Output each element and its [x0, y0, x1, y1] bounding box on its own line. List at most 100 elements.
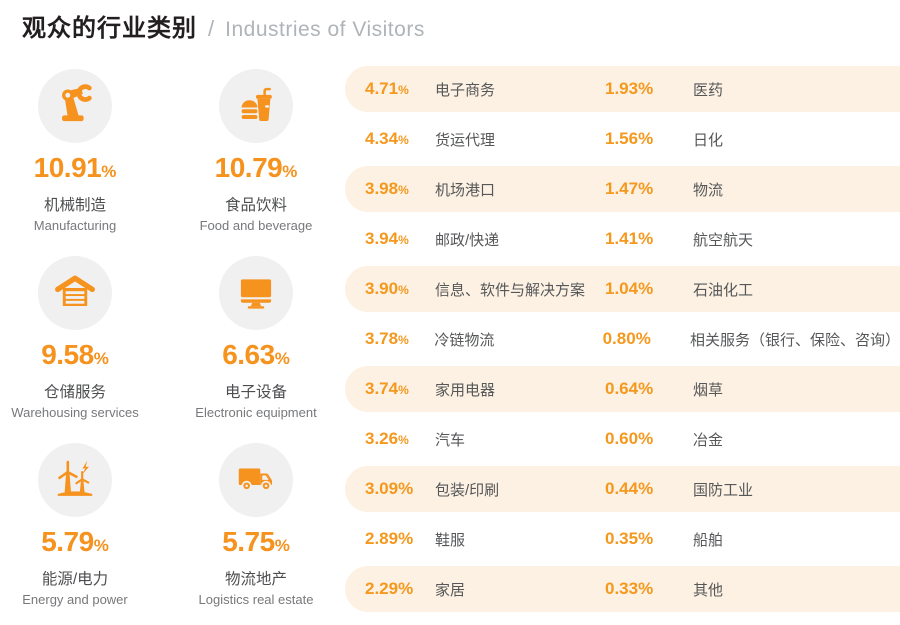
industry-percent: 3.94% [365, 229, 409, 248]
stat-label-zh: 机械制造 [43, 197, 106, 214]
percent-sign: % [274, 349, 290, 368]
title-separator: / [208, 16, 215, 41]
warehouse-icon [38, 256, 112, 330]
percent-sign: % [398, 479, 414, 498]
monitor-icon [219, 256, 293, 330]
industry-percent: 3.78% [365, 329, 409, 348]
table-row: 3.94% 邮政/快递 1.41% 航空航天 [345, 216, 900, 262]
percent-sign: % [398, 333, 409, 347]
industry-percent: 0.33% [605, 579, 654, 598]
percent-sign: % [398, 183, 409, 197]
industry-name: 家居 [435, 581, 466, 599]
industry-name: 包装/印刷 [435, 481, 500, 499]
stat-manufacturing: 10.91% 机械制造 Manufacturing [0, 64, 150, 251]
percent-sign: % [638, 129, 654, 148]
industry-name: 船舶 [693, 531, 724, 549]
industry-percent: 1.93% [605, 79, 654, 98]
percent-sign: % [274, 536, 290, 555]
industry-percent: 0.44% [605, 479, 654, 498]
table-row: 3.09% 包装/印刷 0.44% 国防工业 [345, 466, 900, 512]
industry-name: 相关服务（银行、保险、咨询） [689, 331, 900, 349]
industry-name: 冶金 [693, 431, 724, 449]
stat-label-zh: 电子设备 [224, 384, 287, 401]
industry-name: 邮政/快递 [435, 231, 500, 249]
industry-percent: 2.89% [365, 529, 414, 548]
industry-name: 其他 [693, 581, 724, 599]
industry-name: 货运代理 [435, 131, 496, 149]
industry-percent: 1.47% [605, 179, 654, 198]
industry-name: 家用电器 [435, 381, 496, 399]
table-row: 2.89% 鞋服 0.35% 船舶 [345, 516, 900, 562]
stat-label-zh: 食品饮料 [224, 197, 287, 214]
percent-sign: % [101, 162, 117, 181]
featured-stats: 10.91% 机械制造 Manufacturing 10.79% 食品饮料 Fo… [0, 64, 362, 625]
percent-sign: % [398, 133, 409, 147]
industry-percent: 3.90% [365, 279, 409, 298]
table-row: 3.26% 汽车 0.60% 冶金 [345, 416, 900, 462]
industry-name: 国防工业 [693, 481, 754, 499]
percent-sign: % [638, 379, 654, 398]
page-title: 观众的行业类别 / Industries of Visitors [22, 8, 425, 43]
stat-electronic-equipment: 6.63% 电子设备 Electronic equipment [150, 251, 362, 438]
stat-label-en: Energy and power [22, 592, 128, 607]
industry-percent: 1.04% [605, 279, 654, 298]
percent-sign: % [638, 279, 654, 298]
table-row: 3.78% 冷链物流 0.80% 相关服务（银行、保险、咨询） [345, 316, 900, 362]
stat-label-zh: 仓储服务 [43, 384, 106, 401]
table-row: 4.71% 电子商务 1.93% 医药 [345, 66, 900, 112]
industry-name: 信息、软件与解决方案 [435, 281, 586, 299]
industry-percent: 3.74% [365, 379, 409, 398]
industry-name: 机场港口 [435, 181, 496, 199]
industry-percent: 4.34% [365, 129, 409, 148]
industry-percent: 1.56% [605, 129, 654, 148]
wind-turbine-icon [38, 443, 112, 517]
industry-percent: 0.64% [605, 379, 654, 398]
percent-sign: % [638, 429, 654, 448]
title-chinese: 观众的行业类别 [22, 15, 197, 42]
stat-label-en: Logistics real estate [198, 592, 314, 607]
percent-sign: % [398, 233, 409, 247]
stat-value: 5.79% [41, 526, 109, 557]
stat-logistics-real-estate: 5.75% 物流地产 Logistics real estate [150, 438, 362, 625]
percent-sign: % [638, 529, 654, 548]
industry-name: 烟草 [693, 381, 724, 399]
stat-value: 10.79% [214, 152, 298, 183]
industry-name: 电子商务 [435, 81, 496, 99]
industry-name: 日化 [693, 131, 724, 149]
percent-sign: % [398, 579, 414, 598]
industry-table: 4.71% 电子商务 1.93% 医药 4.34% 货运代理 1.56% 日化 … [345, 66, 900, 616]
industry-percent: 3.98% [365, 179, 409, 198]
industry-percent: 0.35% [605, 529, 654, 548]
table-row: 2.29% 家居 0.33% 其他 [345, 566, 900, 612]
industry-percent: 0.80% [602, 329, 651, 348]
industry-name: 冷链物流 [434, 331, 495, 349]
stat-value: 10.91% [33, 152, 117, 183]
percent-sign: % [93, 349, 109, 368]
percent-sign: % [93, 536, 109, 555]
industry-name: 石油化工 [693, 281, 754, 299]
percent-sign: % [282, 162, 298, 181]
industry-percent: 1.41% [605, 229, 654, 248]
table-row: 3.98% 机场港口 1.47% 物流 [345, 166, 900, 212]
percent-sign: % [635, 329, 651, 348]
percent-sign: % [398, 283, 409, 297]
fast-food-icon [219, 69, 293, 143]
stat-label-zh: 物流地产 [224, 571, 287, 588]
stat-food-beverage: 10.79% 食品饮料 Food and beverage [150, 64, 362, 251]
industry-percent: 4.71% [365, 79, 409, 98]
percent-sign: % [638, 229, 654, 248]
percent-sign: % [638, 479, 654, 498]
truck-icon [219, 443, 293, 517]
title-english: Industries of Visitors [225, 18, 425, 41]
stat-warehousing: 9.58% 仓储服务 Warehousing services [0, 251, 150, 438]
stat-label-en: Electronic equipment [195, 405, 317, 420]
robot-arm-icon [38, 69, 112, 143]
table-row: 4.34% 货运代理 1.56% 日化 [345, 116, 900, 162]
percent-sign: % [638, 579, 654, 598]
stat-value: 6.63% [222, 339, 290, 370]
stat-label-en: Food and beverage [199, 218, 313, 233]
table-row: 3.90% 信息、软件与解决方案 1.04% 石油化工 [345, 266, 900, 312]
percent-sign: % [398, 383, 409, 397]
industry-name: 汽车 [435, 431, 466, 449]
percent-sign: % [398, 83, 409, 97]
